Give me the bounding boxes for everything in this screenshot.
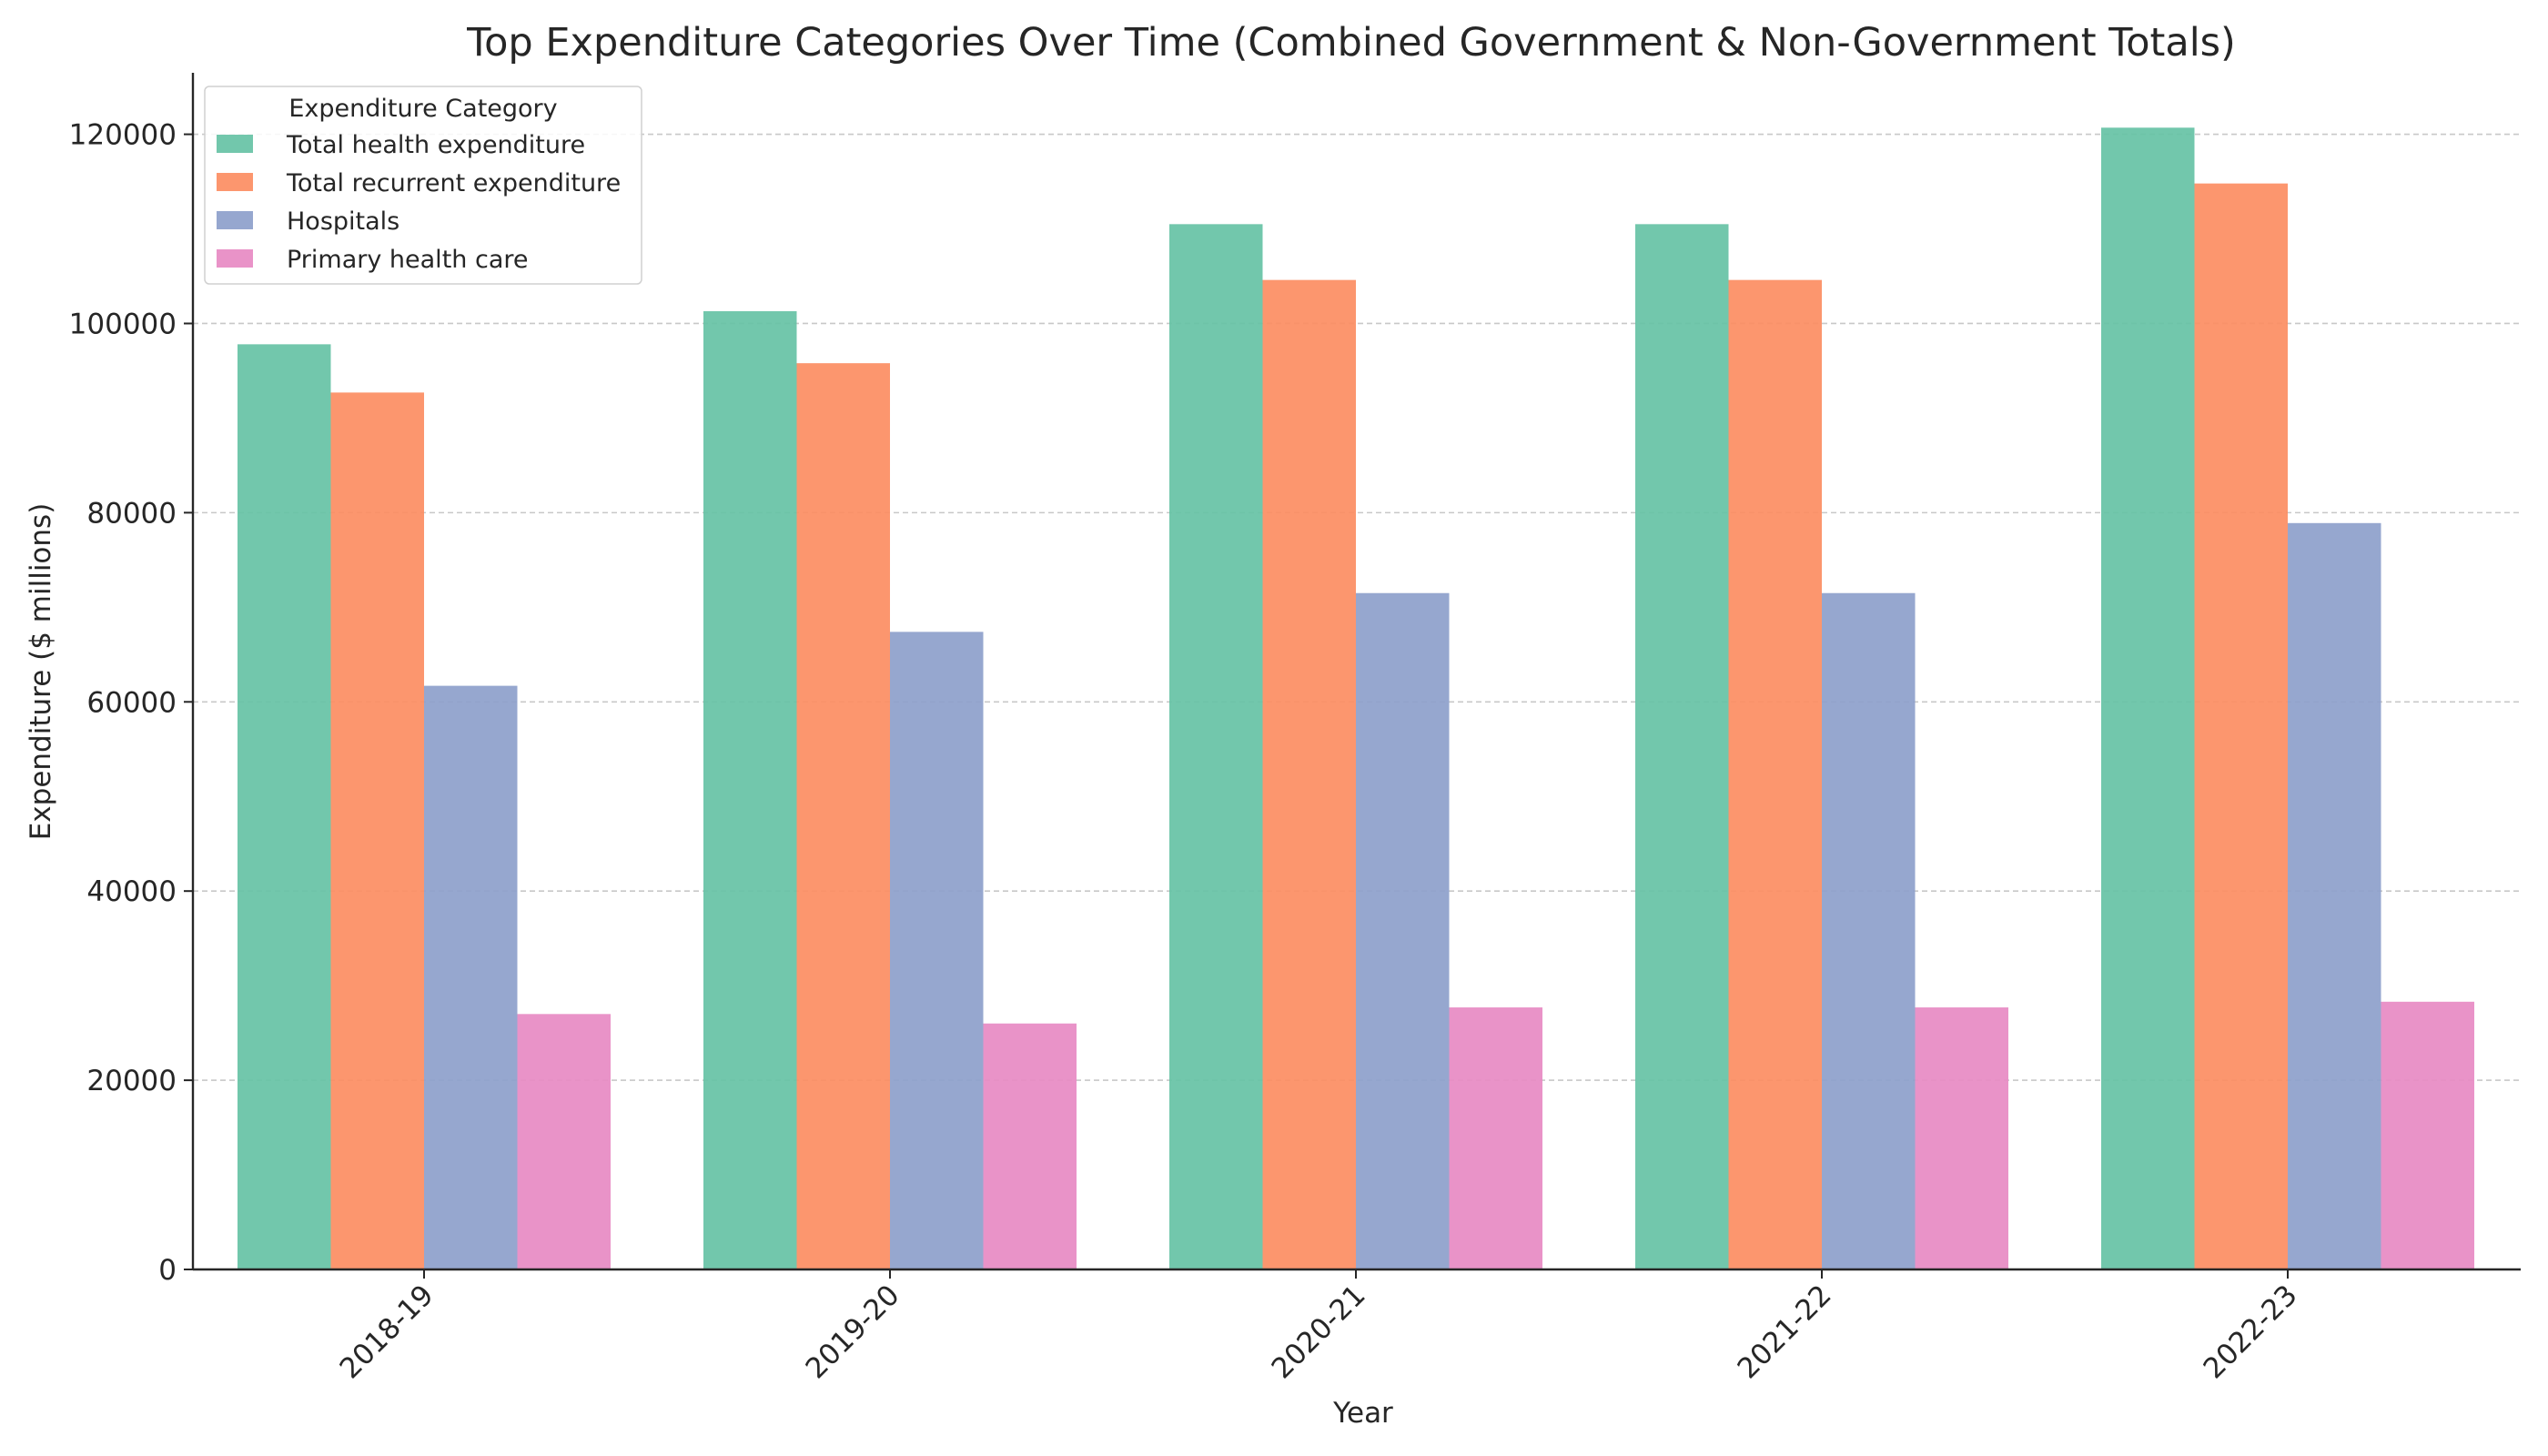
bar-hospitals-2019-20 [890,632,984,1269]
y-tick-label: 60000 [86,686,177,719]
legend: Expenditure Category Total health expend… [204,86,642,285]
bar-hospitals-2022-23 [2288,522,2381,1269]
legend-frame [204,86,642,285]
x-tick-label: 2022-23 [2198,1279,2304,1385]
x-axis-ticks: 2018-19 2019-20 2020-21 2021-22 2022-23 [334,1269,2304,1385]
bar-total-recurrent-expenditure-2022-23 [2194,183,2288,1269]
bar-total-health-expenditure-2019-20 [703,310,797,1270]
legend-label: Total recurrent expenditure [286,169,621,197]
x-tick-label: 2021-22 [1732,1279,1838,1385]
legend-label: Total health expenditure [286,131,585,159]
bars [238,127,2474,1270]
y-axis-title: Expenditure ($ millions) [25,503,57,841]
x-tick-label: 2018-19 [334,1279,440,1385]
x-axis-title: Year [1332,1397,1393,1430]
y-tick-label: 0 [158,1254,177,1287]
legend-swatch [217,249,253,268]
bar-total-recurrent-expenditure-2020-21 [1262,279,1356,1269]
bar-total-recurrent-expenditure-2018-19 [330,392,424,1269]
y-tick-label: 40000 [86,875,177,908]
bar-hospitals-2020-21 [1356,592,1450,1269]
bar-total-health-expenditure-2021-22 [1635,224,1729,1270]
x-tick-label: 2020-21 [1266,1279,1372,1385]
legend-label: Hospitals [287,207,399,236]
y-axis-ticks: 0 20000 40000 60000 80000 100000 120000 [69,119,193,1287]
legend-label: Primary health care [287,246,528,274]
legend-items: Total health expenditure Total recurrent … [217,131,621,274]
bar-primary-health-care-2018-19 [517,1014,611,1269]
y-tick-label: 120000 [69,119,177,152]
chart-title: Top Expenditure Categories Over Time (Co… [466,20,2236,66]
bar-total-recurrent-expenditure-2021-22 [1728,279,1822,1269]
bar-hospitals-2021-22 [1822,592,1916,1269]
bar-total-recurrent-expenditure-2019-20 [796,363,890,1269]
bar-total-health-expenditure-2022-23 [2101,127,2195,1270]
legend-title: Expenditure Category [288,95,557,123]
bar-hospitals-2018-19 [424,685,518,1269]
bar-primary-health-care-2020-21 [1449,1007,1542,1269]
bar-total-health-expenditure-2018-19 [238,344,331,1269]
legend-swatch [217,211,253,229]
x-tick-label: 2019-20 [800,1279,906,1385]
legend-swatch [217,135,253,153]
y-tick-label: 80000 [86,497,177,530]
y-tick-label: 100000 [69,308,177,340]
legend-swatch [217,173,253,191]
bar-total-health-expenditure-2020-21 [1169,224,1263,1270]
bar-primary-health-care-2019-20 [983,1023,1077,1269]
y-tick-label: 20000 [86,1065,177,1097]
bar-primary-health-care-2022-23 [2381,1001,2474,1269]
bar-primary-health-care-2021-22 [1915,1007,2008,1269]
